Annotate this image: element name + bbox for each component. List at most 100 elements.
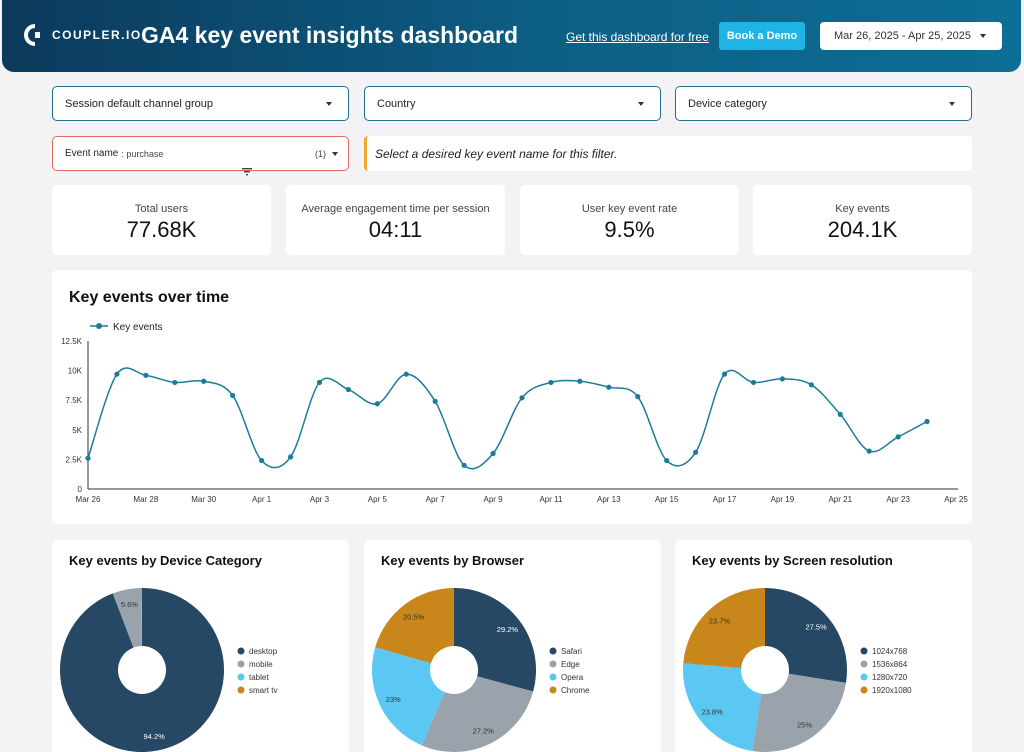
x-tick-label: Apr 3: [310, 495, 330, 504]
x-tick-label: Apr 15: [655, 495, 679, 504]
chevron-down-icon: [638, 101, 644, 106]
data-point[interactable]: [837, 411, 843, 418]
data-point[interactable]: [606, 384, 612, 390]
device-category-pie: 94.2% 5.6% desktop mobile tablet smart tv: [59, 588, 278, 752]
kpi-key-events: Key events 204.1K: [753, 185, 972, 255]
pie-slice-label: 5.6%: [121, 600, 138, 609]
data-point[interactable]: [750, 379, 757, 386]
legend-dot-icon: [237, 673, 245, 681]
legend-dot-icon: [549, 686, 557, 694]
get-dashboard-link[interactable]: Get this dashboard for free: [566, 30, 709, 44]
legend-label: 1920x1080: [872, 686, 912, 695]
pie-slice-label: 27.5%: [805, 622, 827, 631]
legend-dot-icon: [237, 647, 245, 655]
kpi-key-event-rate: User key event rate 9.5%: [520, 185, 739, 255]
legend-dot-icon: [549, 673, 557, 681]
pie-slice[interactable]: [683, 588, 765, 670]
data-point[interactable]: [432, 398, 438, 404]
data-point[interactable]: [808, 382, 814, 388]
pie-slice[interactable]: [683, 663, 765, 751]
screen-resolution-pie: 27.5% 25% 23.8% 23.7% 1024x768 1536x864 1280x7…: [683, 588, 912, 752]
data-point[interactable]: [577, 378, 583, 384]
data-point[interactable]: [287, 454, 294, 460]
chart-title: Key events by Device Category: [69, 553, 262, 568]
data-point[interactable]: [895, 434, 901, 440]
kpi-label: Total users: [134, 203, 189, 215]
legend-label: Edge: [561, 660, 580, 669]
filter-icon[interactable]: [242, 168, 252, 176]
y-tick-label: 0: [78, 485, 83, 494]
date-range-picker[interactable]: Mar 26, 2025 - Apr 25, 2025: [820, 22, 1002, 50]
data-point[interactable]: [259, 457, 265, 464]
data-point[interactable]: [114, 371, 120, 377]
data-point[interactable]: [779, 376, 786, 382]
country-label: Country: [377, 97, 416, 110]
legend-dot-icon: [237, 686, 245, 694]
kpi-value: 9.5%: [604, 217, 655, 242]
browser-pie: 29.2% 27.2% 23% 20.5% Safari Edge Opera Chrome: [372, 588, 590, 752]
y-tick-label: 5K: [72, 426, 82, 435]
x-tick-label: Apr 21: [828, 495, 852, 504]
y-tick-label: 10K: [68, 367, 83, 376]
y-tick-label: 7.5K: [66, 396, 83, 405]
chevron-down-icon: [332, 151, 338, 156]
x-tick-label: Apr 1: [252, 495, 272, 504]
data-point[interactable]: [143, 372, 149, 378]
event-count-badge: (1): [315, 149, 326, 159]
data-point[interactable]: [721, 371, 728, 377]
data-point[interactable]: [519, 395, 525, 401]
legend-dot-icon: [860, 673, 868, 681]
x-tick-label: Mar 28: [133, 495, 158, 504]
data-point[interactable]: [403, 371, 409, 377]
data-point[interactable]: [85, 455, 91, 461]
x-tick-label: Apr 19: [771, 495, 795, 504]
page-title: GA4 key event insights dashboard: [141, 22, 519, 48]
legend-dot-icon: [549, 660, 557, 668]
data-point[interactable]: [693, 449, 699, 455]
coupler-logo[interactable]: COUPLER.IO: [24, 24, 142, 46]
filter-hint: Select a desired key event name for this…: [364, 136, 972, 171]
data-point[interactable]: [548, 379, 554, 386]
x-tick-label: Apr 25: [944, 495, 968, 504]
x-tick-label: Apr 11: [539, 495, 563, 504]
legend-label: 1280x720: [872, 673, 908, 682]
data-point[interactable]: [490, 450, 496, 457]
pie-center-hole: [118, 646, 166, 694]
kpi-label: Key events: [835, 203, 890, 215]
device-category-label: Device category: [688, 97, 767, 110]
event-name-label: Event name: [65, 148, 119, 159]
data-point[interactable]: [345, 386, 351, 393]
data-point[interactable]: [635, 394, 641, 400]
kpi-value: 77.68K: [126, 217, 197, 242]
country-dropdown[interactable]: Country: [364, 86, 661, 121]
kpi-label: User key event rate: [581, 203, 678, 215]
event-name-filter[interactable]: Event name: purchase (1): [52, 136, 349, 171]
data-point[interactable]: [201, 378, 207, 384]
data-point[interactable]: [866, 448, 872, 454]
legend-dot-icon: [860, 660, 868, 668]
book-demo-button[interactable]: Book a Demo: [719, 22, 805, 50]
chevron-down-icon: [949, 101, 955, 106]
logo-text: COUPLER.IO: [52, 28, 142, 42]
pie-slice[interactable]: [375, 588, 454, 670]
kpi-engagement-time: Average engagement time per session 04:1…: [286, 185, 505, 255]
data-point[interactable]: [374, 401, 380, 407]
data-point[interactable]: [924, 418, 930, 425]
data-point[interactable]: [316, 379, 323, 386]
y-tick-label: 2.5K: [66, 455, 83, 464]
data-point[interactable]: [461, 462, 467, 468]
device-category-dropdown[interactable]: Device category: [675, 86, 972, 121]
chevron-down-icon: [980, 34, 986, 38]
pie-center-hole: [741, 646, 789, 694]
x-tick-label: Apr 23: [886, 495, 910, 504]
kpi-total-users: Total users 77.68K: [52, 185, 271, 255]
channel-group-dropdown[interactable]: Session default channel group: [52, 86, 349, 121]
data-point[interactable]: [230, 392, 236, 399]
data-point[interactable]: [172, 379, 178, 386]
legend-label: desktop: [249, 647, 278, 656]
x-tick-label: Apr 17: [713, 495, 737, 504]
data-point[interactable]: [664, 457, 670, 464]
pie-center-hole: [430, 646, 478, 694]
key-events-over-time-card: Key events over time: [52, 270, 972, 524]
pie-slice-label: 23%: [386, 695, 401, 704]
